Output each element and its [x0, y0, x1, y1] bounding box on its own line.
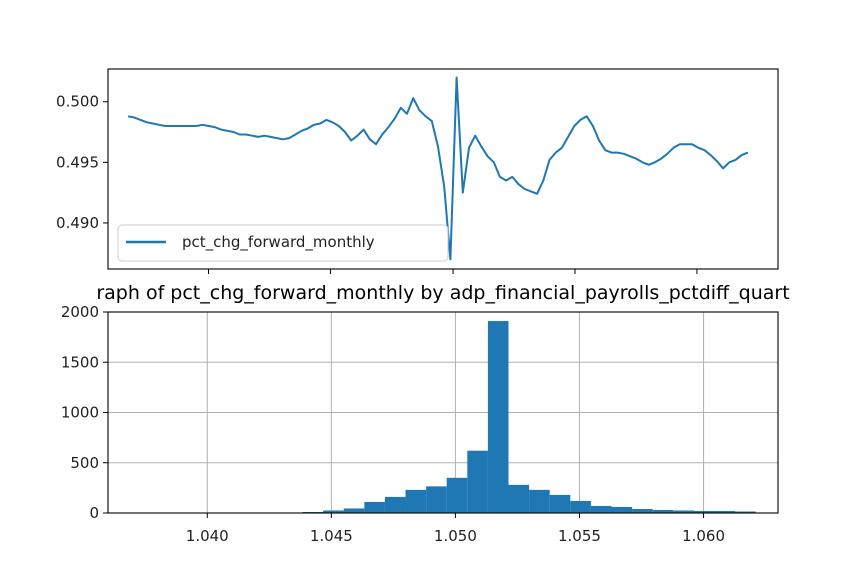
hist-bar — [529, 489, 550, 513]
line-y-tick-label: 0.490 — [56, 214, 99, 232]
hist-bar — [364, 501, 385, 513]
hist-bar — [384, 496, 406, 513]
hist-bar — [405, 489, 427, 513]
histogram-bars — [261, 321, 756, 514]
hist-bar — [549, 494, 571, 513]
line-chart: 0.490 0.495 0.500 pct_chg_forward_monthly — [56, 68, 779, 274]
hist-bar — [735, 511, 756, 513]
line-y-tick-label: 0.500 — [56, 93, 99, 111]
hist-bar — [343, 508, 365, 513]
hist-bar — [323, 510, 344, 513]
line-plot-frame — [107, 68, 779, 270]
hist-y-tick-label: 1000 — [61, 404, 99, 422]
hist-bar — [632, 508, 653, 513]
legend-label: pct_chg_forward_monthly — [182, 233, 375, 252]
line-y-axis: 0.490 0.495 0.500 — [56, 93, 108, 232]
hist-x-tick-label: 1.045 — [310, 527, 353, 545]
histogram-title: raph of pct_chg_forward_monthly by adp_f… — [96, 282, 789, 304]
hist-bar — [590, 505, 612, 513]
histogram-y-axis: 0 500 1000 1500 2000 — [61, 303, 108, 522]
hist-y-tick-label: 2000 — [61, 303, 99, 321]
hist-x-tick-label: 1.060 — [682, 527, 725, 545]
line-series-pct-chg-forward-monthly — [127, 76, 749, 261]
hist-bar — [426, 486, 447, 513]
hist-x-tick-label: 1.040 — [186, 527, 229, 545]
hist-bar — [508, 484, 530, 513]
line-y-tick-label: 0.495 — [56, 153, 99, 171]
hist-bar — [611, 506, 633, 513]
hist-bar — [652, 509, 674, 513]
line-legend: pct_chg_forward_monthly — [117, 224, 449, 262]
hist-bar — [570, 500, 591, 513]
histogram-x-axis: 1.040 1.045 1.050 1.055 1.060 — [186, 513, 725, 545]
hist-bar — [693, 510, 715, 513]
hist-bar — [673, 510, 694, 513]
hist-x-tick-label: 1.055 — [558, 527, 601, 545]
hist-bar — [714, 510, 736, 513]
hist-bar — [446, 477, 468, 513]
histogram-plot-frame — [107, 311, 779, 514]
line-x-axis — [208, 269, 698, 274]
hist-y-tick-label: 1500 — [61, 353, 99, 371]
hist-bar — [487, 321, 509, 513]
hist-x-tick-label: 1.050 — [434, 527, 477, 545]
hist-y-tick-label: 500 — [70, 454, 99, 472]
legend-box — [117, 224, 449, 262]
hist-y-tick-label: 0 — [89, 504, 99, 522]
hist-bar — [467, 450, 488, 513]
